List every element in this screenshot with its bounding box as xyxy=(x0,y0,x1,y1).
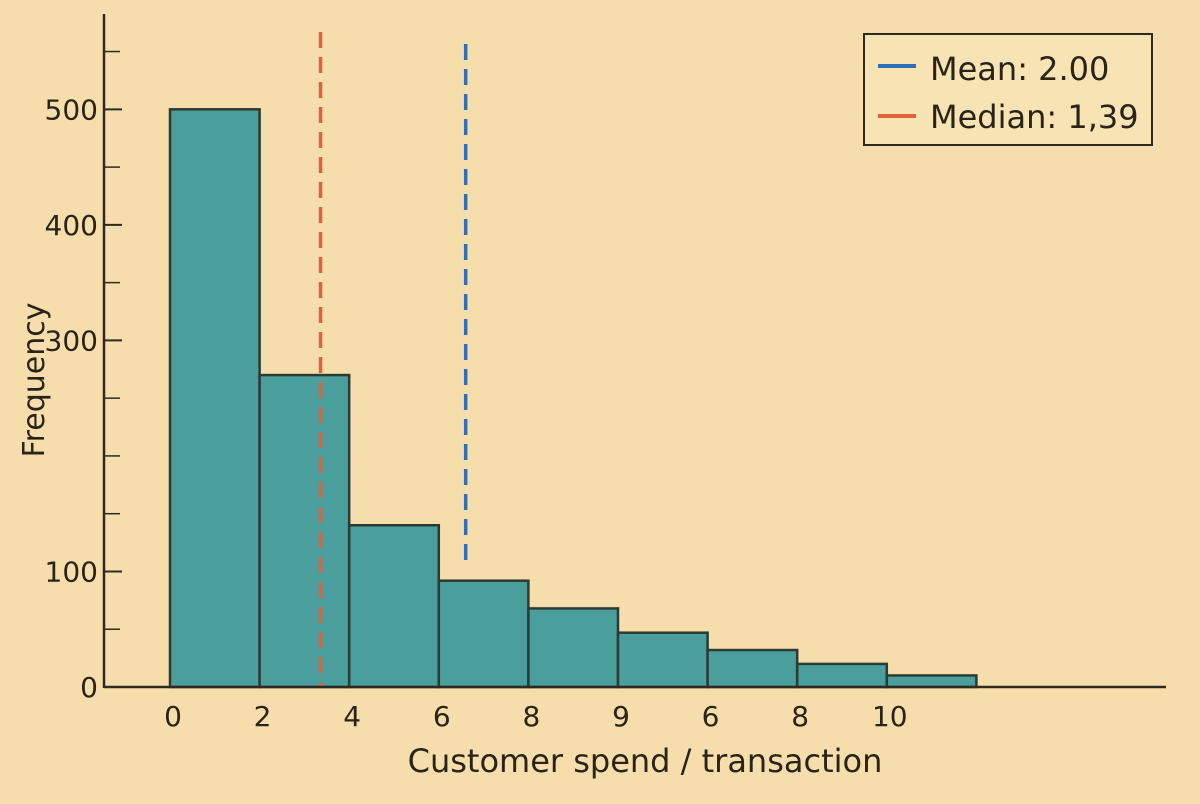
legend: Mean: 2.00 Median: 1,39 xyxy=(863,33,1153,146)
x-tick-label: 6 xyxy=(702,700,720,733)
x-tick-label: 8 xyxy=(791,700,809,733)
y-tick-label: 300 xyxy=(45,324,98,357)
histogram-bar xyxy=(258,373,351,689)
reference-lines-layer xyxy=(318,32,468,687)
histogram-bar xyxy=(885,674,978,689)
x-tick-label: 10 xyxy=(872,700,908,733)
histogram-bar xyxy=(616,631,709,689)
legend-mean-label: Mean: 2.00 xyxy=(930,50,1109,88)
x-tick-label: 6 xyxy=(433,700,451,733)
x-tick-label: 8 xyxy=(522,700,540,733)
legend-median-label: Median: 1,39 xyxy=(930,98,1139,136)
y-axis-title: Frequency xyxy=(17,303,52,458)
histogram-bar xyxy=(706,648,799,689)
histogram-bar xyxy=(527,607,620,689)
legend-box xyxy=(863,33,1153,146)
histogram-bar xyxy=(795,662,889,689)
y-tick-label: 100 xyxy=(45,555,98,588)
histogram-bar xyxy=(347,524,441,689)
x-tick-label: 2 xyxy=(254,700,272,733)
histogram-bar xyxy=(168,108,261,689)
y-tick-label: 500 xyxy=(45,93,98,126)
y-tick-label: 400 xyxy=(45,209,98,242)
axes-layer xyxy=(102,14,1166,689)
x-axis-title: Customer spend / transaction xyxy=(408,742,883,780)
y-tick-label: 0 xyxy=(80,671,98,704)
x-tick-label: 4 xyxy=(343,700,361,733)
ticks-layer: 0 100 300 400 500 0 2 4 6 8 9 6 8 10 xyxy=(45,50,908,733)
bars-layer xyxy=(168,108,978,689)
x-tick-label: 0 xyxy=(164,700,182,733)
x-tick-label: 9 xyxy=(612,700,630,733)
histogram-bar xyxy=(437,579,530,689)
